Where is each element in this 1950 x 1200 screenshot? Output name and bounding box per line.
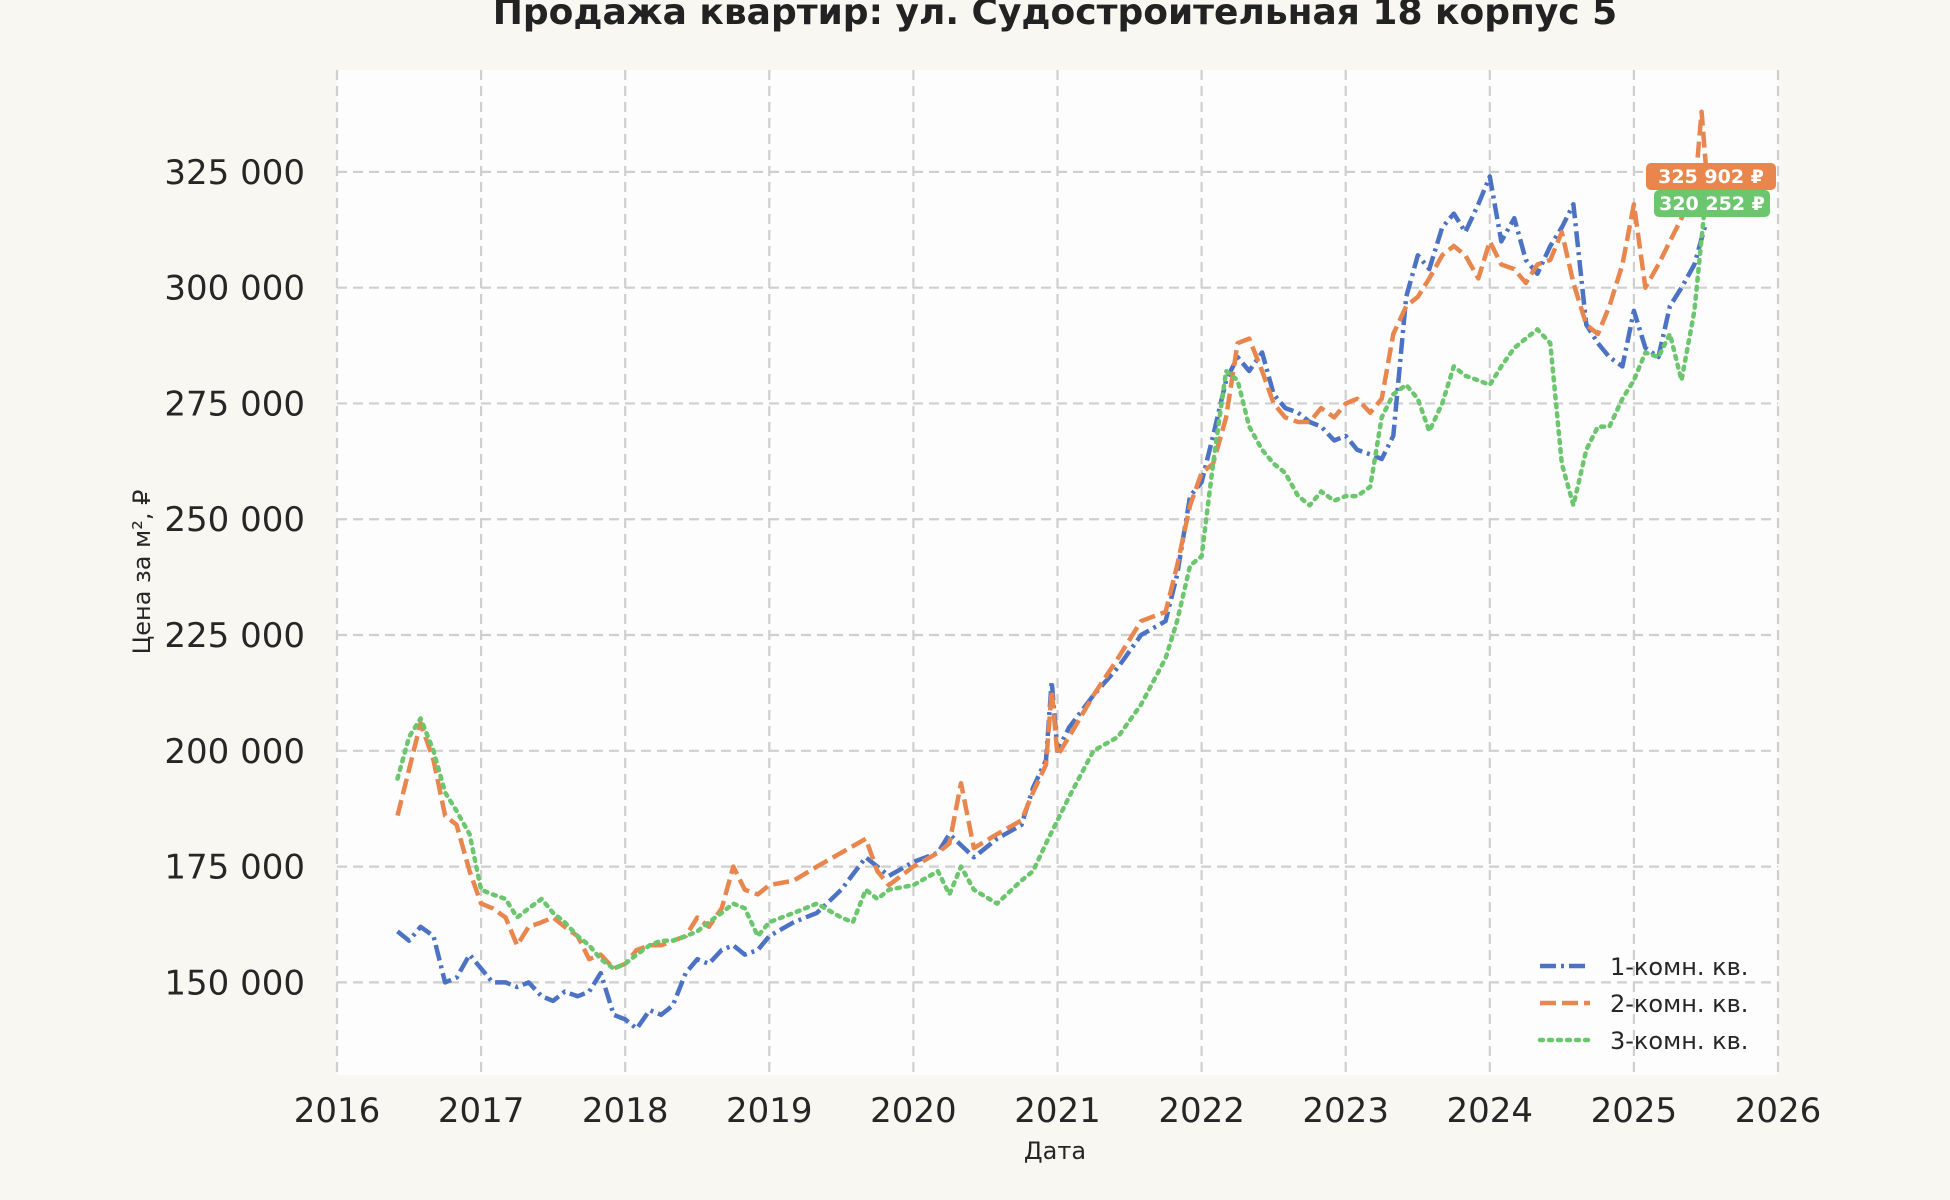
x-tick-label: 2018 xyxy=(582,1091,669,1131)
last-value-badge xyxy=(1646,163,1776,190)
x-tick-label: 2022 xyxy=(1158,1091,1245,1131)
last-value-badges: 325 902 ₽ 320 252 ₽ xyxy=(1646,163,1776,217)
y-tick-label: 325 000 xyxy=(164,153,305,193)
series-line-2 xyxy=(395,109,1709,971)
x-axis-ticks: 2016 2017 2018 2019 2020 2021 2022 2023 2024 2025… xyxy=(294,1091,1822,1131)
x-tick-label: 2020 xyxy=(870,1091,957,1131)
x-tick-label: 2024 xyxy=(1447,1091,1534,1131)
series-line-3 xyxy=(395,191,1709,971)
x-tick-label: 2016 xyxy=(294,1091,381,1131)
series-lines xyxy=(395,109,1709,1031)
y-tick-label: 300 000 xyxy=(164,269,305,309)
x-tick-label: 2017 xyxy=(438,1091,525,1131)
last-value-badge-text: 325 902 ₽ xyxy=(1658,166,1764,188)
legend-label: 2-комн. кв. xyxy=(1610,990,1748,1018)
y-tick-label: 175 000 xyxy=(164,848,305,888)
y-tick-label: 275 000 xyxy=(164,384,305,424)
last-value-badge xyxy=(1654,190,1770,217)
x-tick-label: 2019 xyxy=(726,1091,813,1131)
x-tick-label: 2021 xyxy=(1014,1091,1101,1131)
y-tick-label: 200 000 xyxy=(164,732,305,772)
y-tick-label: 150 000 xyxy=(164,963,305,1003)
legend-label: 1-комн. кв. xyxy=(1610,953,1748,981)
x-tick-label: 2023 xyxy=(1302,1091,1389,1131)
series-line-1 xyxy=(396,174,1709,1031)
x-tick-label: 2026 xyxy=(1735,1091,1822,1131)
legend-label: 3-комн. кв. xyxy=(1610,1027,1748,1055)
last-value-badge-text: 320 252 ₽ xyxy=(1659,193,1765,215)
y-axis-label: Цена за м², ₽ xyxy=(128,490,156,655)
x-axis-label: Дата xyxy=(1024,1137,1086,1165)
legend: 1-комн. кв. 2-комн. кв. 3-комн. кв. xyxy=(1537,953,1748,1055)
y-tick-label: 250 000 xyxy=(164,500,305,540)
chart-title: Продажа квартир: ул. Судостроительная 18… xyxy=(493,0,1617,33)
y-tick-label: 225 000 xyxy=(164,616,305,656)
y-axis-ticks: 150 000 175 000 200 000 225 000 250 000 275 0… xyxy=(164,153,305,1003)
x-tick-label: 2025 xyxy=(1591,1091,1678,1131)
